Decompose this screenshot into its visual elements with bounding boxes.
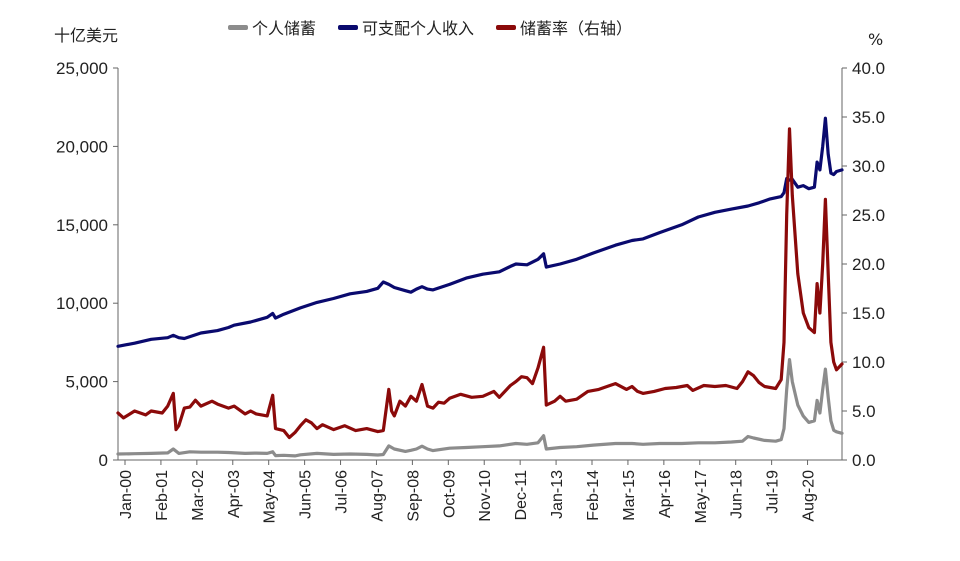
- left-axis-unit: 十亿美元: [54, 26, 119, 45]
- right-tick-label: 35.0: [852, 108, 885, 127]
- legend-item-savings: 个人储蓄: [228, 15, 316, 39]
- x-tick-label: May-17: [693, 470, 710, 523]
- x-tick-label: Dec-11: [513, 470, 530, 520]
- legend: 个人储蓄 可支配个人收入 储蓄率（右轴）: [228, 15, 632, 39]
- x-tick-label: Jul-06: [334, 470, 351, 514]
- left-tick-label: 5,000: [65, 373, 108, 392]
- legend-swatch-income: [338, 24, 359, 30]
- right-tick-label: 5.0: [852, 402, 876, 421]
- x-tick-label: Sep-08: [405, 470, 422, 522]
- series-layer: [116, 116, 844, 458]
- x-tick-label: May-04: [262, 470, 279, 523]
- right-tick-label: 20.0: [852, 255, 885, 274]
- series-line-1: [116, 116, 844, 348]
- left-tick-label: 25,000: [56, 59, 108, 78]
- x-tick-label: Feb-14: [585, 470, 602, 521]
- x-tick-label: Jan-00: [118, 470, 135, 519]
- legend-label-income: 可支配个人收入: [362, 19, 475, 38]
- x-tick-label: Apr-03: [226, 470, 243, 518]
- right-tick-label: 30.0: [852, 157, 885, 176]
- axes: 0 5,000 10,000 15,000 20,000 25,000 0.0 5.0 10.0…: [56, 59, 885, 523]
- right-tick-label: 15.0: [852, 304, 885, 323]
- right-axis-unit: %: [868, 30, 884, 49]
- x-tick-label: Mar-15: [621, 470, 638, 521]
- x-tick-label: Nov-10: [477, 470, 494, 522]
- x-tick-label: Jun-05: [298, 470, 315, 519]
- right-tick-label: 0.0: [852, 451, 876, 470]
- x-tick-label: Mar-02: [190, 470, 207, 521]
- right-tick-label: 40.0: [852, 59, 885, 78]
- x-tick-label: Feb-01: [154, 470, 171, 521]
- x-tick-label: Apr-16: [657, 470, 674, 518]
- left-tick-label: 15,000: [56, 216, 108, 235]
- left-tick-label: 10,000: [56, 294, 108, 313]
- legend-swatch-savings: [228, 24, 248, 30]
- series-line-2: [116, 127, 844, 440]
- legend-item-saving-rate: 储蓄率（右轴）: [496, 15, 632, 39]
- legend-swatch-saving-rate: [496, 24, 517, 30]
- legend-label-savings: 个人储蓄: [252, 19, 317, 38]
- left-tick-label: 0: [99, 451, 108, 470]
- right-tick-label: 25.0: [852, 206, 885, 225]
- x-tick-label: Oct-09: [441, 470, 458, 518]
- x-tick-label: Jul-19: [765, 470, 782, 514]
- x-tick-label: Aug-20: [801, 470, 818, 522]
- left-tick-label: 20,000: [56, 137, 108, 156]
- right-tick-label: 10.0: [852, 353, 885, 372]
- legend-label-saving-rate: 储蓄率（右轴）: [520, 19, 633, 38]
- x-tick-label: Jan-13: [549, 470, 566, 519]
- legend-item-income: 可支配个人收入: [338, 15, 474, 39]
- x-tick-label: Aug-07: [369, 470, 386, 522]
- x-tick-label: Jun-18: [729, 470, 746, 519]
- series-line-0: [116, 358, 844, 458]
